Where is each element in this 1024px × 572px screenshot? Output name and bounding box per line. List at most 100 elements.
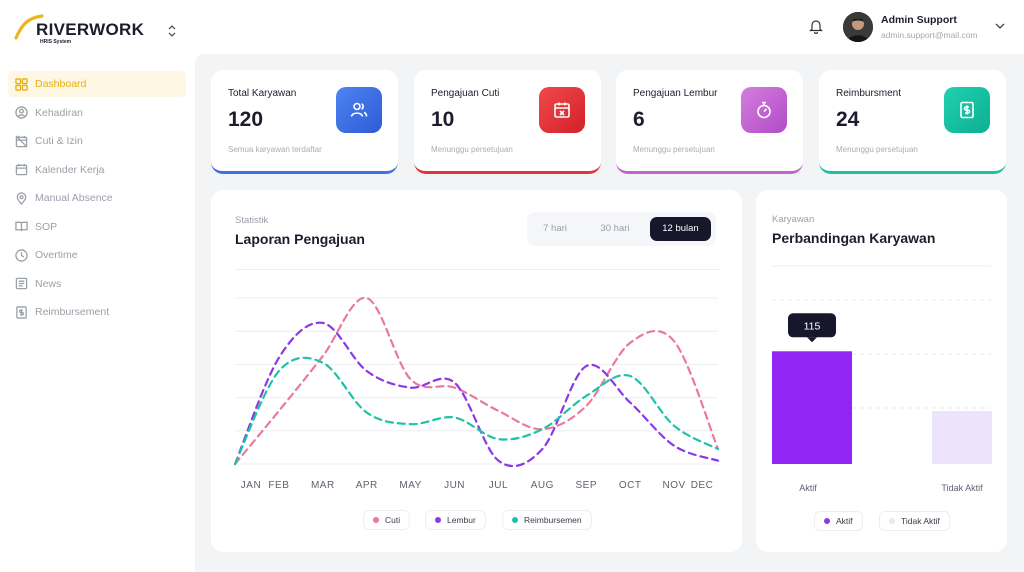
legend-label: Cuti (385, 515, 401, 525)
report-title: Laporan Pengajuan (235, 231, 365, 247)
legend-reimbursemen[interactable]: Reimbursemen (502, 510, 592, 530)
compare-title: Perbandingan Karyawan (772, 230, 936, 246)
avatar[interactable] (843, 12, 873, 42)
bar-chart: Aktif Tidak Aktif 115 (772, 265, 992, 493)
sidebar-item-label: Cuti & Izin (35, 135, 83, 147)
legend-tidak-aktif[interactable]: Tidak Aktif (879, 511, 950, 531)
stat-card-pengajuan-lembur[interactable]: Pengajuan Lembur 6 Menunggu persetujuan (616, 70, 803, 174)
x-tick-label: JUL (489, 480, 508, 491)
stat-title: Total Karyawan (228, 88, 297, 99)
x-tick-label: DEC (691, 480, 714, 491)
x-tick-label: SEP (576, 480, 598, 491)
range-12-bulan-button[interactable]: 12 bulan (650, 217, 711, 241)
user-name: Admin Support (881, 14, 957, 26)
legend-dot (512, 517, 518, 523)
stat-subtitle: Menunggu persetujuan (836, 145, 918, 154)
x-tick-label: AUG (531, 480, 554, 491)
x-tick-label: JAN (241, 480, 261, 491)
calendar-cross-icon (539, 87, 585, 133)
x-tick-label: Tidak Aktif (941, 483, 983, 493)
sidebar-item-label: SOP (35, 220, 58, 233)
sidebar: RIVERWORK HRIS System Dashboard Kehadira… (0, 0, 195, 572)
stopwatch-icon (741, 87, 787, 133)
tooltip-label: 115 (804, 320, 821, 332)
sidebar-item-label: Dashboard (35, 78, 87, 90)
compare-kicker: Karyawan (772, 214, 815, 225)
x-tick-label: FEB (268, 480, 289, 491)
range-30-hari-button[interactable]: 30 hari (600, 223, 630, 234)
line-chart: JAN FEB MAR APR MAY JUN JUL AUG SEP OCT NOV DEC (233, 296, 720, 491)
sidebar-item-label: Kalender Kerja (35, 163, 105, 176)
main-content: Total Karyawan 120 Semua karyawan terdaf… (195, 54, 1024, 572)
x-tick-label: Aktif (799, 483, 817, 493)
x-tick-label: MAY (399, 480, 421, 491)
stat-card-pengajuan-cuti[interactable]: Pengajuan Cuti 10 Menunggu persetujuan (414, 70, 601, 174)
tooltip-arrow (807, 337, 817, 343)
stat-card-total-karyawan[interactable]: Total Karyawan 120 Semua karyawan terdaf… (211, 70, 398, 174)
range-7-hari-button[interactable]: 7 hari (543, 223, 567, 234)
legend-label: Lembur (447, 515, 476, 525)
series-line-cuti[interactable] (233, 296, 720, 466)
stat-subtitle: Semua karyawan terdaftar (228, 145, 322, 154)
legend-label: Reimbursemen (524, 515, 582, 525)
stat-title: Pengajuan Cuti (431, 88, 500, 99)
sidebar-item-reimbursement[interactable]: Reimbursement (8, 299, 186, 325)
chevron-down-icon[interactable] (995, 22, 1005, 30)
stat-value: 10 (431, 108, 455, 131)
workspace-switcher-icon[interactable] (166, 24, 178, 40)
legend-dot (824, 518, 830, 524)
dashboard-icon (15, 77, 28, 91)
report-panel: Statistik Laporan Pengajuan 7 hari 30 ha… (211, 190, 742, 552)
sidebar-item-manual-absence[interactable]: Manual Absence (8, 185, 186, 211)
map-pin-icon (15, 191, 28, 205)
receipt-icon (15, 305, 28, 319)
stat-value: 6 (633, 108, 645, 131)
sidebar-item-cuti-izin[interactable]: Cuti & Izin (8, 128, 186, 154)
legend-dot (889, 518, 895, 524)
legend-lembur[interactable]: Lembur (425, 510, 486, 530)
stat-value: 24 (836, 108, 860, 131)
compare-panel: Karyawan Perbandingan Karyawan Aktif Tida… (756, 190, 1007, 552)
x-tick-label: NOV (663, 480, 686, 491)
report-divider (235, 269, 719, 270)
sidebar-item-overtime[interactable]: Overtime (8, 242, 186, 268)
calendar-icon (15, 163, 28, 176)
sidebar-item-news[interactable]: News (8, 271, 186, 297)
stat-title: Reimbursment (836, 88, 902, 99)
report-kicker: Statistik (235, 215, 269, 226)
user-email: admin.support@mail.com (881, 30, 978, 40)
x-tick-label: JUN (444, 480, 465, 491)
users-icon (336, 87, 382, 133)
sidebar-item-kalender-kerja[interactable]: Kalender Kerja (8, 157, 186, 183)
stat-value: 120 (228, 108, 264, 131)
stat-subtitle: Menunggu persetujuan (633, 145, 715, 154)
x-tick-label: MAR (311, 480, 335, 491)
dollar-receipt-icon (944, 87, 990, 133)
news-icon (15, 277, 28, 290)
legend-label: Tidak Aktif (901, 516, 940, 526)
series-line-reimbursemen[interactable] (233, 356, 720, 466)
x-tick-label: APR (356, 480, 378, 491)
bell-icon[interactable] (809, 18, 823, 34)
sidebar-item-sop[interactable]: SOP (8, 214, 186, 240)
legend-dot (435, 517, 441, 523)
book-icon (15, 220, 28, 233)
stat-card-reimbursment[interactable]: Reimbursment 24 Menunggu persetujuan (819, 70, 1006, 174)
legend-cuti[interactable]: Cuti (363, 510, 411, 530)
avatar-icon (843, 12, 873, 42)
series-line-lembur[interactable] (233, 321, 720, 468)
legend-aktif[interactable]: Aktif (814, 511, 863, 531)
range-selector: 7 hari 30 hari 12 bulan (527, 212, 716, 246)
bar-aktif[interactable] (772, 351, 852, 464)
sidebar-item-kehadiran[interactable]: Kehadiran (8, 100, 186, 126)
sidebar-item-dashboard[interactable]: Dashboard (8, 71, 186, 97)
legend-dot (373, 517, 379, 523)
sidebar-item-label: Overtime (35, 249, 78, 261)
clock-icon (15, 248, 28, 262)
brand-subtitle: HRIS System (40, 39, 72, 45)
bar-tidak-aktif[interactable] (932, 411, 992, 464)
bar-tooltip (788, 313, 836, 338)
brand-name: RIVERWORK (36, 20, 145, 39)
brand-logo[interactable]: RIVERWORK HRIS System (14, 14, 174, 46)
sidebar-item-label: Manual Absence (35, 192, 113, 204)
